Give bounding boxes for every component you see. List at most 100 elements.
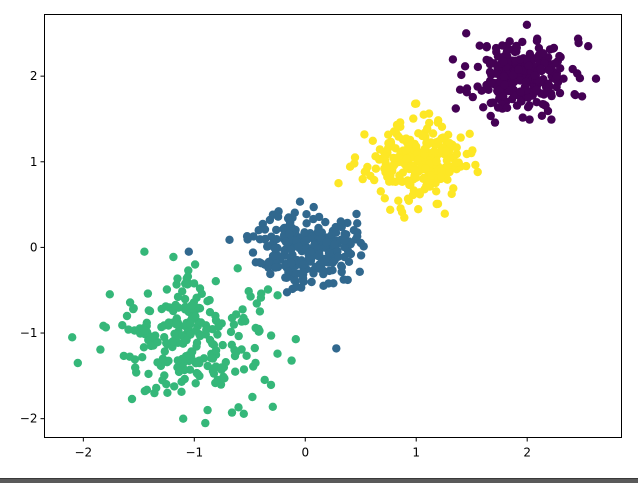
scatter-point	[342, 230, 351, 239]
scatter-point	[266, 269, 275, 279]
scatter-point	[547, 91, 556, 101]
scatter-point	[210, 363, 219, 373]
scatter-point	[250, 343, 259, 353]
scatter-point	[533, 34, 542, 43]
scatter-point	[442, 156, 452, 165]
scatter-point	[467, 148, 476, 158]
scatter-point	[432, 187, 441, 196]
scatter-point	[457, 70, 466, 80]
scatter-point	[233, 264, 242, 273]
scatter-point	[294, 242, 303, 251]
scatter-point	[404, 177, 413, 186]
scatter-point	[282, 288, 292, 297]
scatter-point	[462, 161, 471, 171]
scatter-point	[350, 159, 359, 168]
scatter-point	[524, 61, 534, 70]
scatter-point	[485, 67, 495, 77]
scatter-point	[148, 332, 157, 341]
scatter-point	[321, 217, 330, 227]
scatter-point	[73, 358, 83, 368]
scatter-point	[412, 99, 421, 108]
scatter-point	[376, 187, 385, 196]
scatter-point	[432, 157, 441, 166]
scatter-point	[125, 352, 134, 361]
scatter-point	[230, 351, 240, 361]
scatter-point	[487, 78, 496, 88]
scatter-point	[309, 269, 318, 278]
scatter-point	[174, 367, 184, 377]
scatter-point	[207, 354, 216, 363]
scatter-point	[530, 71, 539, 80]
scatter-point	[340, 236, 349, 245]
scatter-point	[282, 273, 291, 282]
scatter-point	[272, 225, 281, 235]
scatter-point	[169, 252, 178, 262]
scatter-point	[555, 88, 565, 98]
scatter-point	[340, 252, 349, 262]
scatter-point	[532, 85, 541, 95]
scatter-point	[208, 339, 217, 348]
x-tick-label: 2	[523, 446, 531, 460]
scatter-point	[285, 229, 294, 239]
scatter-point	[315, 249, 324, 259]
scatter-point	[518, 113, 527, 122]
scatter-point	[144, 306, 153, 315]
scatter-point	[257, 289, 266, 298]
scatter-point	[381, 151, 390, 161]
scatter-point	[285, 219, 295, 228]
scatter-point	[140, 386, 149, 396]
scatter-point	[124, 325, 133, 334]
scatter-point	[213, 375, 222, 385]
scatter-point	[201, 418, 210, 428]
scatter-point	[522, 20, 532, 29]
scatter-point	[352, 209, 361, 219]
scatter-point	[143, 289, 153, 298]
scatter-points	[68, 20, 601, 428]
scatter-point	[371, 152, 380, 161]
scatter-point	[239, 409, 248, 418]
scatter-point	[158, 354, 168, 363]
scatter-point	[264, 257, 274, 267]
scatter-point	[525, 49, 535, 59]
scatter-point	[331, 228, 341, 237]
x-tick-label: 0	[301, 446, 309, 460]
scatter-point	[386, 171, 395, 180]
scatter-point	[346, 249, 356, 259]
scatter-point	[254, 226, 263, 235]
scatter-point	[302, 210, 311, 219]
scatter-point	[196, 331, 205, 341]
scatter-point	[297, 283, 306, 292]
scatter-point	[412, 142, 421, 151]
scatter-point	[337, 261, 346, 270]
scatter-point	[424, 109, 434, 118]
scatter-point	[479, 103, 488, 112]
scatter-point	[131, 363, 140, 372]
scatter-point	[268, 251, 278, 261]
scatter-point	[577, 92, 587, 101]
scatter-point	[203, 405, 212, 415]
scatter-point	[415, 188, 424, 197]
scatter-point	[548, 44, 558, 53]
scatter-point	[465, 129, 474, 138]
scatter-point	[404, 196, 414, 205]
scatter-point	[419, 173, 429, 182]
scatter-point	[193, 370, 203, 379]
scatter-point	[178, 287, 187, 296]
scatter-point	[500, 80, 509, 90]
scatter-point	[451, 104, 460, 113]
scatter-point	[547, 115, 556, 124]
scatter-point	[318, 257, 328, 267]
scatter-point	[328, 258, 338, 267]
scatter-point	[281, 237, 290, 247]
y-tick-label: 0	[30, 240, 38, 254]
scatter-point	[181, 302, 190, 311]
scatter-point	[571, 90, 580, 100]
scatter-point	[402, 134, 411, 143]
scatter-point	[591, 74, 601, 83]
x-tick-label: −1	[185, 446, 203, 460]
scatter-point	[518, 37, 527, 47]
scatter-point	[191, 379, 200, 388]
scatter-point	[237, 345, 246, 354]
scatter-point	[196, 318, 206, 327]
scatter-point	[162, 285, 172, 294]
